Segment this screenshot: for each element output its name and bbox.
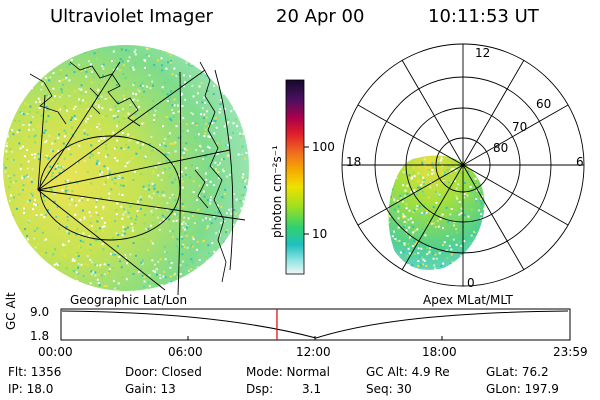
- geographic-latitude: GLat: 76.2: [486, 365, 549, 379]
- right-panel-caption: Apex MLat/MLT: [423, 293, 513, 307]
- altitude-ytick-9: 9.0: [30, 305, 50, 319]
- time-tick-1200: 12:00: [296, 345, 331, 359]
- mlat-label-60: 60: [536, 97, 552, 111]
- mlat-label-80: 80: [493, 141, 509, 155]
- flight-number: Flt: 1356: [8, 365, 62, 379]
- mlt-label-0: 0: [467, 276, 475, 290]
- instrument-title: Ultraviolet Imager: [50, 6, 213, 27]
- date-label: 20 Apr 00: [276, 6, 365, 27]
- mlt-label-18: 18: [346, 155, 362, 169]
- mlt-label-12: 12: [475, 46, 491, 60]
- altitude-ylabel: GC Alt: [4, 292, 18, 330]
- mlat-label-70: 70: [512, 120, 528, 134]
- time-label: 10:11:53 UT: [428, 6, 539, 27]
- time-tick-2359: 23:59: [553, 345, 588, 359]
- dsp-value: 3.1: [302, 382, 322, 396]
- colorbar-tick-10: 10: [312, 227, 328, 241]
- dsp-label: Dsp:: [246, 382, 274, 396]
- ip-value: IP: 18.0: [8, 382, 54, 396]
- gc-altitude: GC Alt: 4.9 Re: [366, 365, 450, 379]
- mlt-label-6: 6: [576, 155, 584, 169]
- altitude-ytick-1-8: 1.8: [30, 329, 50, 343]
- geographic-longitude: GLon: 197.9: [486, 382, 559, 396]
- left-panel-caption: Geographic Lat/Lon: [70, 293, 188, 307]
- mode-status: Mode: Normal: [246, 365, 330, 379]
- colorbar-tick-100: 100: [312, 140, 335, 154]
- door-status: Door: Closed: [125, 365, 202, 379]
- sequence-number: Seq: 30: [366, 382, 412, 396]
- time-tick-1800: 18:00: [422, 345, 457, 359]
- time-tick-0600: 06:00: [168, 345, 203, 359]
- time-tick-0000: 00:00: [38, 345, 73, 359]
- gain-value: Gain: 13: [125, 382, 176, 396]
